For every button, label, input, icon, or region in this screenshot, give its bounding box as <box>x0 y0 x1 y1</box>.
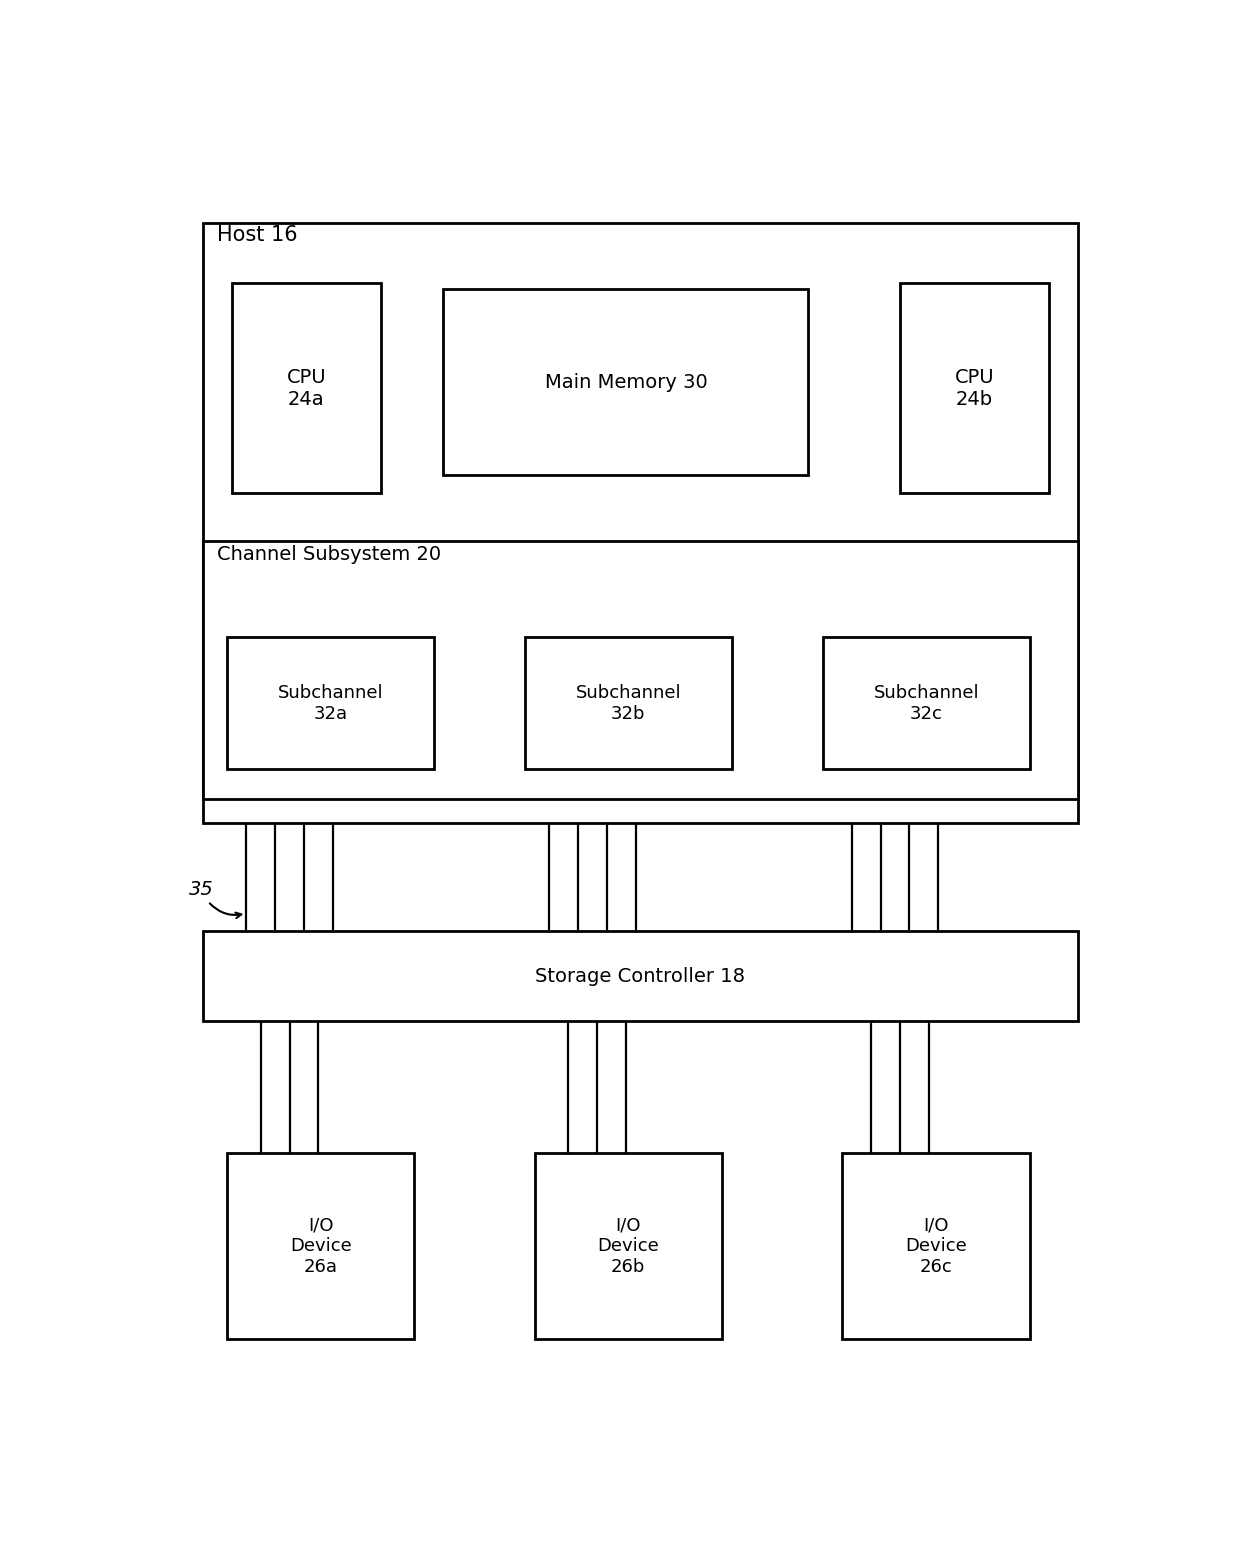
FancyBboxPatch shape <box>203 541 1078 800</box>
FancyBboxPatch shape <box>203 223 1078 823</box>
FancyBboxPatch shape <box>823 638 1029 769</box>
Text: I/O
Device
26b: I/O Device 26b <box>598 1216 660 1277</box>
FancyBboxPatch shape <box>227 1154 414 1339</box>
FancyBboxPatch shape <box>525 638 732 769</box>
FancyBboxPatch shape <box>444 288 808 475</box>
FancyBboxPatch shape <box>227 638 434 769</box>
Text: I/O
Device
26a: I/O Device 26a <box>290 1216 352 1277</box>
FancyBboxPatch shape <box>534 1154 722 1339</box>
FancyBboxPatch shape <box>900 284 1049 493</box>
Text: Host 16: Host 16 <box>217 226 298 245</box>
Text: Subchannel
32b: Subchannel 32b <box>575 684 681 723</box>
Text: Channel Subsystem 20: Channel Subsystem 20 <box>217 544 441 564</box>
Text: CPU
24a: CPU 24a <box>286 368 326 408</box>
FancyBboxPatch shape <box>203 931 1078 1021</box>
Text: Subchannel
32a: Subchannel 32a <box>278 684 383 723</box>
Text: Storage Controller 18: Storage Controller 18 <box>536 967 745 985</box>
FancyBboxPatch shape <box>232 284 381 493</box>
Text: Subchannel
32c: Subchannel 32c <box>873 684 980 723</box>
Text: CPU
24b: CPU 24b <box>955 368 994 408</box>
Text: I/O
Device
26c: I/O Device 26c <box>905 1216 967 1277</box>
Text: 35: 35 <box>188 879 213 900</box>
FancyBboxPatch shape <box>842 1154 1029 1339</box>
Text: Main Memory 30: Main Memory 30 <box>544 373 707 391</box>
